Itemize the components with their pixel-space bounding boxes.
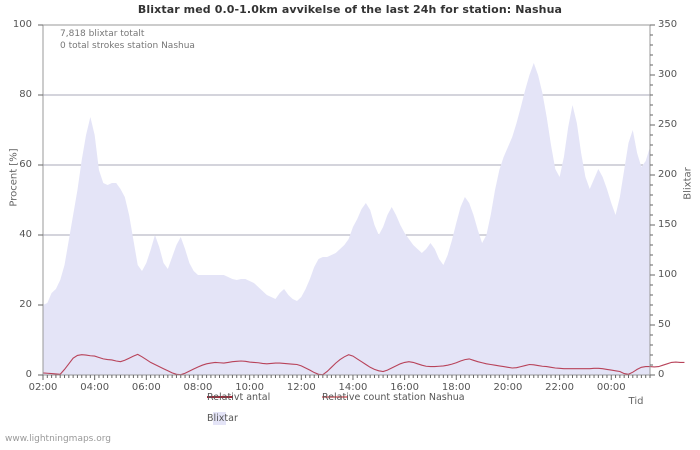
y-tick-left-0: 0 <box>25 369 32 380</box>
x-tick-0400: 04:00 <box>80 382 110 393</box>
x-tick-1200: 12:00 <box>286 382 316 393</box>
x-axis-label: Tid <box>628 396 644 407</box>
legend-item-blixtar: Blixtar <box>207 412 242 425</box>
y-tick-right-300: 300 <box>658 69 678 80</box>
x-tick-0600: 06:00 <box>131 382 161 393</box>
annotation-station-strokes: 0 total strokes station Nashua <box>60 41 195 51</box>
y-tick-left-80: 80 <box>19 89 32 100</box>
legend-item-relativt-antal: Relativt antal <box>207 392 270 403</box>
y-tick-left-60: 60 <box>19 159 32 170</box>
legend-label: Relative count station Nashua <box>322 391 465 403</box>
legend-line-icon <box>322 396 348 398</box>
legend-area-swatch-icon <box>213 412 226 425</box>
y-tick-right-200: 200 <box>658 169 678 180</box>
legend-label: Relativt antal <box>207 391 271 403</box>
y-tick-right-250: 250 <box>658 119 678 130</box>
x-tick-0200: 02:00 <box>28 382 58 393</box>
legend-line-icon <box>207 396 233 398</box>
x-tick-1800: 18:00 <box>441 382 471 393</box>
legend-item-relative-count-station: Relative count station Nashua <box>322 392 465 403</box>
y-tick-left-20: 20 <box>19 299 32 310</box>
x-tick-0000: 00:00 <box>596 382 626 393</box>
y-tick-right-100: 100 <box>658 269 678 280</box>
x-tick-2200: 22:00 <box>545 382 574 393</box>
x-tick-0800: 08:00 <box>183 382 213 393</box>
y-tick-left-40: 40 <box>19 229 32 240</box>
x-tick-1000: 10:00 <box>235 382 265 393</box>
y-axis-right-label: Blixtar <box>682 167 694 200</box>
watermark: www.lightningmaps.org <box>5 434 111 444</box>
x-tick-1600: 16:00 <box>390 382 420 393</box>
y-axis-left-label: Procent [%] <box>8 148 20 207</box>
y-tick-right-0: 0 <box>658 369 665 380</box>
y-tick-right-150: 150 <box>658 219 678 230</box>
y-tick-right-350: 350 <box>658 19 678 30</box>
chart-title: Blixtar med 0.0-1.0km avvikelse of the l… <box>137 3 563 16</box>
annotation-total-strokes: 7,818 blixtar totalt <box>60 29 145 39</box>
legend-label: Blixtar <box>207 413 238 424</box>
y-tick-left-100: 100 <box>12 19 32 30</box>
x-tick-1400: 14:00 <box>338 382 368 393</box>
y-tick-right-50: 50 <box>658 319 671 330</box>
x-tick-2000: 20:00 <box>493 382 523 393</box>
